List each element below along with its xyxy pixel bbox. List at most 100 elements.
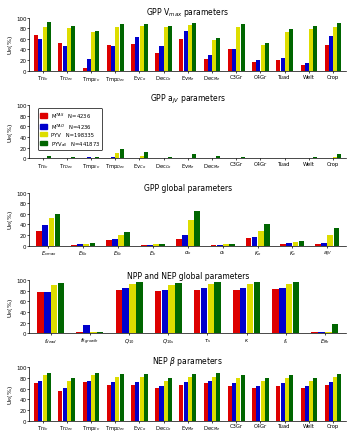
Bar bbox=[256, 60, 260, 71]
Bar bbox=[325, 332, 332, 333]
Bar bbox=[264, 225, 270, 246]
Bar bbox=[338, 155, 341, 159]
Bar bbox=[162, 290, 168, 333]
Bar bbox=[329, 37, 333, 71]
Bar bbox=[51, 286, 57, 333]
Bar bbox=[260, 381, 265, 421]
Bar bbox=[276, 61, 280, 71]
Bar bbox=[43, 376, 47, 421]
Bar bbox=[58, 283, 64, 333]
Bar bbox=[55, 214, 61, 246]
Bar bbox=[164, 381, 168, 421]
Bar bbox=[208, 56, 212, 71]
Bar bbox=[188, 377, 192, 421]
Bar bbox=[315, 244, 321, 246]
Bar bbox=[184, 382, 188, 421]
Bar bbox=[312, 332, 318, 333]
Bar bbox=[305, 386, 309, 421]
Bar bbox=[192, 24, 196, 71]
Bar bbox=[309, 30, 313, 71]
Bar bbox=[139, 156, 144, 159]
Y-axis label: U$_R$(%) : U$_R$(%) bbox=[6, 384, 14, 404]
Bar bbox=[228, 386, 232, 421]
Bar bbox=[338, 24, 341, 71]
Bar bbox=[115, 154, 119, 159]
Title: GPP V$_{max}$ parameters: GPP V$_{max}$ parameters bbox=[146, 6, 229, 18]
Bar bbox=[212, 377, 216, 421]
Bar bbox=[77, 244, 83, 246]
Bar bbox=[182, 236, 188, 246]
Bar bbox=[58, 392, 62, 421]
Bar bbox=[333, 377, 337, 421]
Bar bbox=[184, 32, 188, 71]
Bar bbox=[71, 158, 75, 159]
Bar bbox=[155, 291, 161, 333]
Bar bbox=[289, 30, 293, 71]
Bar bbox=[122, 288, 129, 333]
Bar bbox=[37, 292, 44, 333]
Bar bbox=[212, 41, 216, 71]
Bar bbox=[287, 244, 292, 246]
Y-axis label: U$_R$(%) : U$_R$(%) bbox=[6, 297, 14, 317]
Bar bbox=[95, 32, 99, 71]
Bar bbox=[139, 27, 144, 71]
Bar bbox=[265, 43, 269, 71]
Bar bbox=[301, 388, 304, 421]
Bar bbox=[107, 46, 111, 71]
Bar bbox=[131, 45, 135, 71]
Bar bbox=[44, 292, 51, 333]
Bar bbox=[95, 373, 99, 421]
Bar bbox=[135, 382, 139, 421]
Bar bbox=[34, 384, 38, 421]
Bar bbox=[76, 332, 83, 333]
Bar bbox=[285, 378, 289, 421]
Bar bbox=[63, 46, 67, 71]
Bar bbox=[332, 324, 338, 333]
Bar bbox=[313, 378, 317, 421]
Bar bbox=[120, 25, 124, 71]
Bar bbox=[175, 283, 182, 333]
Bar bbox=[168, 26, 172, 71]
Bar bbox=[279, 288, 285, 333]
Bar bbox=[87, 158, 91, 159]
Bar bbox=[247, 285, 253, 333]
Bar bbox=[115, 28, 119, 71]
Bar bbox=[89, 244, 95, 246]
Bar bbox=[95, 158, 99, 159]
Bar bbox=[91, 376, 95, 421]
Bar bbox=[217, 245, 222, 246]
Bar bbox=[241, 376, 245, 421]
Bar bbox=[120, 150, 124, 159]
Bar bbox=[325, 46, 329, 71]
Bar bbox=[305, 64, 309, 71]
Bar bbox=[71, 378, 75, 421]
Bar bbox=[280, 244, 286, 246]
Bar bbox=[325, 385, 329, 421]
Y-axis label: U$_R$(%) : U$_R$(%) bbox=[6, 35, 14, 55]
Bar bbox=[47, 373, 51, 421]
Bar bbox=[313, 26, 317, 71]
Bar bbox=[228, 50, 232, 71]
Bar bbox=[159, 46, 164, 71]
Bar bbox=[106, 241, 112, 246]
Bar bbox=[237, 378, 240, 421]
Bar bbox=[38, 381, 43, 421]
Legend: M$^{TAS}$   N=4236, M$^{TAO}$   N=4236, PYV   N=198335, PYV$_{all}$   N=441873: M$^{TAS}$ N=4236, M$^{TAO}$ N=4236, PYV … bbox=[38, 109, 102, 150]
Bar bbox=[329, 382, 333, 421]
Bar bbox=[309, 381, 313, 421]
Title: NEP $\beta$ parameters: NEP $\beta$ parameters bbox=[152, 355, 223, 367]
Bar bbox=[272, 290, 279, 333]
Bar bbox=[281, 60, 284, 71]
Bar bbox=[83, 382, 87, 421]
Bar bbox=[241, 25, 245, 71]
Bar bbox=[301, 66, 304, 71]
Bar bbox=[144, 374, 148, 421]
Bar bbox=[83, 244, 89, 246]
Title: GPP a$_{JV}$ parameters: GPP a$_{JV}$ parameters bbox=[150, 93, 226, 106]
Bar bbox=[232, 50, 236, 71]
Bar bbox=[71, 26, 75, 71]
Bar bbox=[43, 226, 48, 246]
Bar bbox=[168, 158, 172, 159]
Bar bbox=[111, 382, 115, 421]
Bar bbox=[298, 242, 304, 246]
